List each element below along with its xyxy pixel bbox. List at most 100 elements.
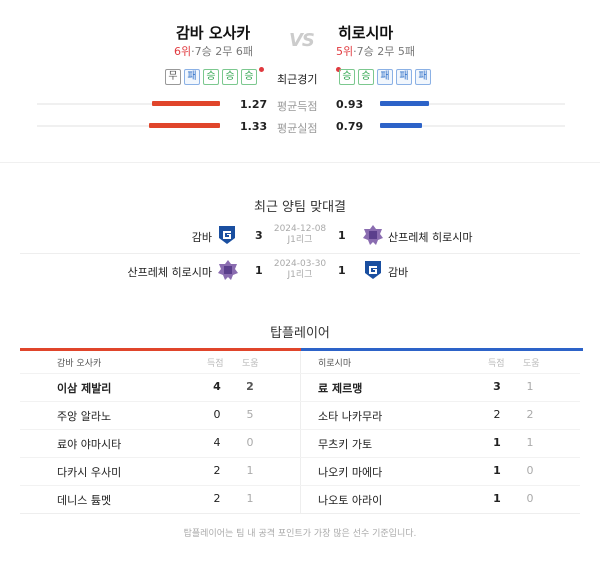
away-rank: 5위: [336, 45, 354, 58]
goals-header: 득점: [207, 359, 224, 369]
gamba-crest-icon: [219, 226, 235, 244]
h2h-league: J1리그: [287, 235, 313, 245]
away-player-goals: 3: [493, 380, 501, 393]
result-badge: 승: [358, 69, 374, 85]
h2h-date-text: 2024-12-08: [273, 224, 327, 234]
home-player-name[interactable]: 료야 야마시타: [57, 438, 122, 451]
away-avg-conceded: 0.79: [336, 120, 364, 133]
assists-header: 도움: [523, 359, 540, 369]
result-badge: 패: [415, 69, 431, 85]
away-player-name[interactable]: 소타 나카무라: [318, 410, 383, 423]
home-team-header: 감바 오사카: [57, 359, 102, 369]
away-team-header: 히로시마: [318, 359, 352, 369]
h2h-date-text: 2024-03-30: [273, 259, 327, 269]
h2h-home-score: 3: [255, 229, 263, 242]
result-badge: 승: [241, 69, 257, 85]
section-divider: [0, 162, 600, 163]
h2h-home-team: 감바: [191, 231, 212, 244]
latest-dot: [259, 67, 264, 72]
home-player-assists: 1: [246, 464, 254, 477]
h2h-home-score: 1: [255, 264, 263, 277]
result-badge: 승: [222, 69, 238, 85]
home-accent-line: [20, 348, 301, 351]
h2h-league: J1리그: [287, 270, 313, 280]
player-row: 주앙 알라노 0 5 소타 나카무라 2 2: [20, 401, 580, 429]
away-player-name[interactable]: 무츠키 가토: [318, 438, 373, 451]
away-player-name[interactable]: 료 제르맹: [318, 382, 363, 395]
home-player-name[interactable]: 데니스 튬멧: [57, 494, 112, 507]
h2h-home-team: 산프레체 히로시마: [127, 266, 212, 279]
home-player-goals: 2: [213, 464, 221, 477]
result-badge: 승: [203, 69, 219, 85]
top-players-title: 탑플레이어: [270, 326, 330, 341]
away-player-name[interactable]: 나오키 마에다: [318, 466, 383, 479]
goals-header: 득점: [488, 359, 505, 369]
away-conceded-bar: [380, 123, 423, 128]
vs-label: VS: [289, 30, 315, 51]
home-scored-bar: [152, 101, 220, 106]
h2h-away-score: 1: [338, 229, 346, 242]
h2h-match[interactable]: 산프레체 히로시마 1 2024-03-30 J1리그 1 감바: [0, 257, 600, 285]
column-divider: [300, 351, 301, 513]
home-player-goals: 4: [213, 380, 221, 393]
home-rank: 6위: [174, 45, 192, 58]
top-players-note: 탑플레이어는 팀 내 공격 포인트가 가장 많은 선수 기준입니다.: [183, 529, 417, 539]
row-divider: [20, 485, 580, 486]
h2h-away-team: 산프레체 히로시마: [388, 231, 473, 244]
home-player-name[interactable]: 주앙 알라노: [57, 410, 112, 423]
row-divider: [20, 373, 580, 374]
player-row: 료야 야마시타 4 0 무츠키 가토 1 1: [20, 429, 580, 457]
result-badge: 패: [184, 69, 200, 85]
away-record: 5위·7승 2무 5패: [336, 43, 415, 59]
h2h-away-team: 감바: [388, 266, 409, 279]
home-avg-conceded: 1.33: [240, 120, 268, 133]
away-conceded-track: [380, 125, 565, 127]
sanfrecce-crest-icon: [218, 260, 238, 280]
player-row: 데니스 튬멧 2 1 나오토 아라이 1 0: [20, 485, 580, 513]
away-scored-bar: [380, 101, 430, 106]
away-player-assists: 2: [526, 408, 534, 421]
away-player-goals: 1: [493, 464, 501, 477]
home-player-name[interactable]: 다카시 우사미: [57, 466, 122, 479]
h2h-date: 2024-03-30 J1리그: [265, 259, 335, 281]
away-team-name[interactable]: 히로시마: [338, 24, 394, 42]
home-player-assists: 2: [246, 380, 254, 393]
player-row: 이삼 제발리 4 2 료 제르맹 3 1: [20, 373, 580, 401]
result-badge: 승: [339, 69, 355, 85]
result-badge: 패: [396, 69, 412, 85]
player-row: 다카시 우사미 2 1 나오키 마에다 1 0: [20, 457, 580, 485]
home-player-name[interactable]: 이삼 제발리: [57, 382, 112, 395]
home-player-assists: 5: [246, 408, 254, 421]
home-wdl: ·7승 2무 6패: [191, 45, 253, 58]
home-record: 6위·7승 2무 6패: [174, 43, 253, 59]
sanfrecce-crest-icon: [363, 225, 383, 245]
row-divider: [20, 401, 580, 402]
result-badge: 무: [165, 69, 181, 85]
away-player-assists: 0: [526, 464, 534, 477]
home-conceded-track: [37, 125, 220, 127]
h2h-date: 2024-12-08 J1리그: [265, 224, 335, 246]
row-divider: [20, 253, 580, 254]
row-divider: [20, 429, 580, 430]
away-player-goals: 1: [493, 492, 501, 505]
home-player-goals: 2: [213, 492, 221, 505]
row-divider: [20, 457, 580, 458]
table-bottom: [20, 513, 580, 514]
home-player-goals: 0: [213, 408, 221, 421]
home-scored-track: [37, 103, 220, 105]
avg-scored-label: 평균득점: [277, 100, 318, 113]
away-accent-line: [301, 348, 583, 351]
away-player-name[interactable]: 나오토 아라이: [318, 494, 383, 507]
away-player-assists: 1: [526, 380, 534, 393]
gamba-crest-icon: [365, 261, 381, 279]
latest-dot: [336, 67, 341, 72]
assists-header: 도움: [242, 359, 259, 369]
result-badge: 패: [377, 69, 393, 85]
home-team-name[interactable]: 감바 오사카: [176, 24, 251, 42]
h2h-match[interactable]: 감바 3 2024-12-08 J1리그 1 산프레체 히로시마: [0, 222, 600, 250]
home-avg-scored: 1.27: [240, 98, 268, 111]
away-wdl: ·7승 2무 5패: [353, 45, 415, 58]
away-player-assists: 0: [526, 492, 534, 505]
recent-label: 최근경기: [277, 73, 318, 86]
